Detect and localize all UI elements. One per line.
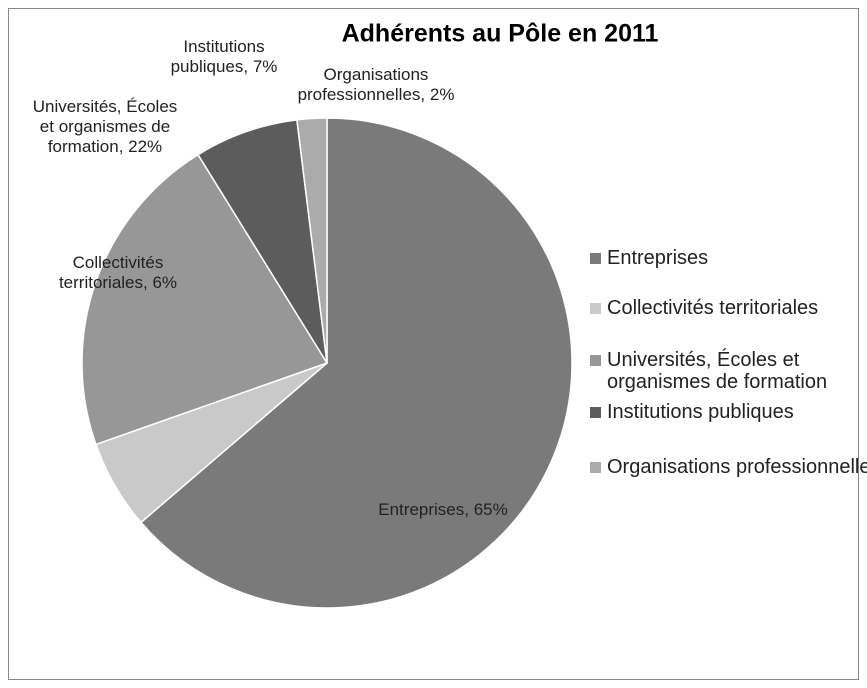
legend-label: Institutions publiques — [607, 401, 794, 423]
legend-swatch — [590, 462, 601, 473]
chart-title: Adhérents au Pôle en 2011 — [341, 19, 659, 48]
pie-slice — [296, 117, 328, 364]
pie-slice — [139, 117, 573, 609]
legend-label: Universités, Écoles et organismes de for… — [607, 349, 828, 393]
legend-label: Collectivités territoriales — [607, 297, 819, 319]
data-label: Institutions publiques, 7% — [170, 37, 278, 76]
pie-slice — [196, 119, 328, 364]
legend-swatch — [590, 303, 601, 314]
legend-swatch — [590, 407, 601, 418]
legend-swatch — [590, 355, 601, 366]
pie-slice — [81, 153, 329, 446]
legend-swatch — [590, 253, 601, 264]
data-label: Organisations professionnelles, 2% — [297, 65, 455, 104]
data-label: Entreprises, 65% — [378, 500, 508, 519]
legend-label: Organisations professionnelles — [607, 456, 867, 478]
data-label: Collectivités territoriales, 6% — [58, 253, 178, 292]
legend-label: Entreprises — [607, 247, 709, 269]
data-label: Universités, Écoles et organismes de for… — [32, 97, 178, 156]
